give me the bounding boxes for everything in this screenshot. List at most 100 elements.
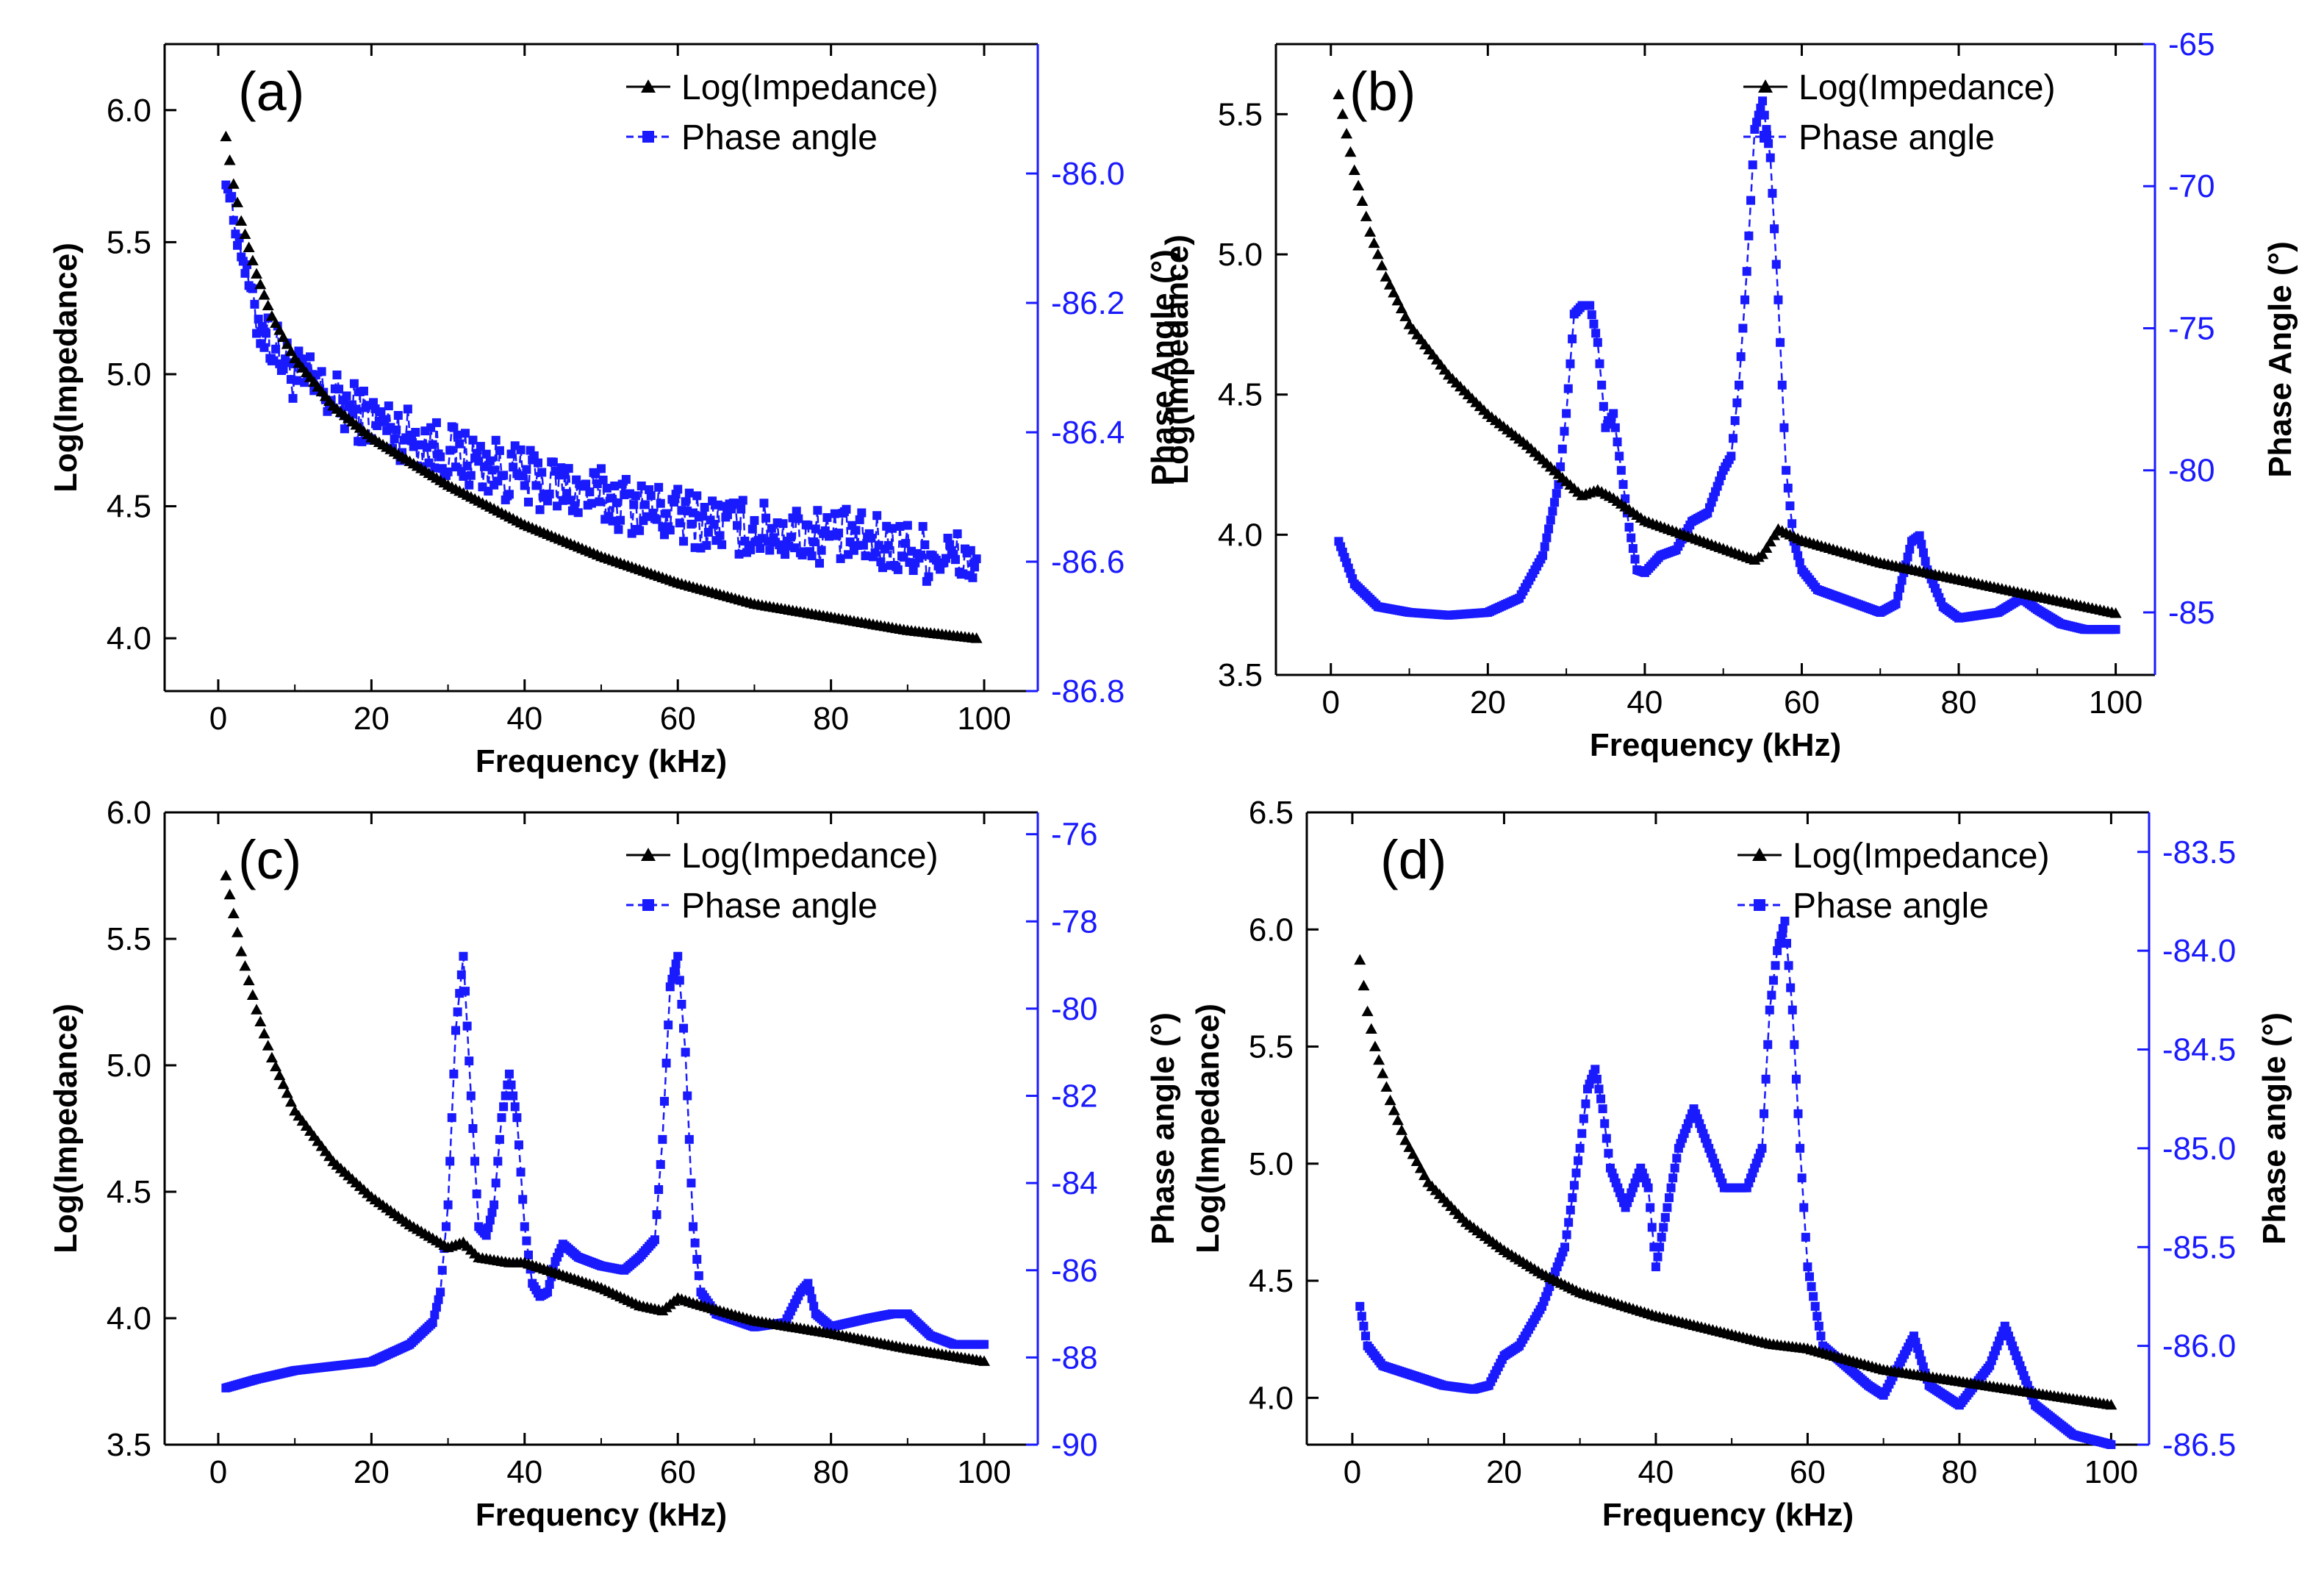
- impedance-point: [239, 228, 251, 240]
- x-tick-label: 60: [1784, 684, 1820, 720]
- phase-point: [1552, 489, 1561, 498]
- phase-point: [765, 546, 775, 555]
- phase-point: [543, 496, 553, 506]
- phase-point: [858, 540, 868, 550]
- phase-point: [803, 1279, 813, 1288]
- impedance-point: [270, 1060, 282, 1072]
- phase-point: [487, 1208, 497, 1217]
- phase-point: [1801, 1232, 1810, 1242]
- phase-point: [501, 1091, 510, 1101]
- phase-point: [1807, 1282, 1816, 1291]
- phase-point: [1744, 231, 1754, 240]
- phase-point: [658, 1134, 667, 1144]
- phase-point: [449, 423, 459, 432]
- phase-point: [1748, 160, 1757, 170]
- y-axis-title: Log(Impedance): [1159, 235, 1195, 484]
- y2-tick-label: -85.5: [2162, 1229, 2236, 1265]
- phase-point: [679, 537, 689, 546]
- phase-point: [1897, 576, 1907, 585]
- phase-point: [491, 1179, 501, 1188]
- phase-point: [545, 1280, 554, 1290]
- phase-point: [495, 446, 504, 455]
- x-tick-label: 0: [1322, 684, 1340, 720]
- phase-point: [1732, 398, 1742, 407]
- y2-tick-label: -86.6: [1051, 544, 1125, 580]
- impedance-point: [2105, 1398, 2117, 1410]
- phase-point: [437, 1265, 447, 1275]
- phase-point: [803, 521, 813, 530]
- impedance-point: [1764, 535, 1776, 547]
- phase-point: [867, 533, 876, 543]
- phase-point: [636, 481, 646, 490]
- phase-point: [656, 1159, 665, 1169]
- phase-point: [1538, 551, 1548, 560]
- phase-point: [1574, 1156, 1583, 1165]
- phase-point: [1540, 542, 1549, 551]
- phase-point: [1575, 1143, 1585, 1153]
- phase-point: [1571, 1168, 1581, 1178]
- phase-point: [393, 411, 403, 421]
- impedance-point: [1399, 1134, 1412, 1145]
- impedance-point: [1369, 1040, 1381, 1051]
- phase-point: [545, 489, 554, 498]
- phase-point: [1780, 916, 1790, 926]
- phase-point: [504, 1069, 514, 1079]
- impedance-series-markers: [1354, 954, 2117, 1410]
- phase-point: [453, 1007, 462, 1017]
- y2-tick-label: -76: [1051, 817, 1098, 853]
- phase-point: [1767, 990, 1776, 1000]
- phase-point: [1646, 1203, 1655, 1212]
- impedance-point: [246, 254, 259, 265]
- phase-point: [259, 343, 269, 352]
- phase-point: [443, 467, 453, 476]
- y2-tick-label: -75: [2168, 310, 2215, 346]
- phase-point: [1653, 1252, 1663, 1262]
- impedance-point: [1768, 529, 1781, 540]
- x-tick-label: 20: [354, 701, 390, 737]
- phase-point: [631, 491, 640, 501]
- impedance-point: [281, 338, 293, 349]
- phase-point: [786, 532, 795, 542]
- phase-point: [570, 501, 579, 510]
- phase-point: [809, 1301, 819, 1311]
- phase-point: [845, 537, 855, 547]
- phase-point: [1568, 1193, 1577, 1203]
- legend-phase-label: Phase angle: [1798, 118, 1995, 157]
- x-tick-label: 60: [660, 1454, 696, 1490]
- phase-point: [681, 1048, 690, 1057]
- legend-phase-label: Phase angle: [681, 118, 878, 157]
- x-tick-label: 100: [2084, 1454, 2138, 1490]
- y2-tick-label: -86.0: [1051, 156, 1125, 192]
- phase-point: [1809, 1292, 1818, 1301]
- phase-point: [610, 481, 620, 490]
- phase-point: [778, 519, 788, 529]
- impedance-point: [277, 331, 290, 343]
- impedance-point: [1371, 248, 1384, 260]
- phase-point: [481, 449, 491, 459]
- phase-point: [1776, 337, 1785, 347]
- phase-point: [434, 1295, 443, 1304]
- phase-point: [842, 504, 851, 514]
- phase-point: [614, 525, 623, 534]
- phase-point: [673, 484, 683, 494]
- phase-point: [292, 376, 301, 385]
- phase-point: [652, 515, 661, 524]
- phase-point: [1771, 260, 1781, 269]
- phase-point: [1566, 1205, 1575, 1215]
- impedance-point: [273, 1069, 286, 1081]
- y-tick-label: 5.5: [107, 921, 151, 957]
- phase-point: [428, 440, 437, 449]
- panel-label: (c): [238, 829, 301, 890]
- phase-point: [1563, 384, 1573, 393]
- phase-series-markers: [221, 180, 981, 586]
- phase-point: [1569, 1181, 1579, 1190]
- impedance-point: [1419, 1169, 1431, 1181]
- phase-point: [1773, 946, 1782, 956]
- phase-point: [1600, 1119, 1610, 1129]
- phase-point: [522, 1236, 531, 1245]
- phase-point: [1810, 1301, 1820, 1311]
- phase-point: [1784, 961, 1793, 970]
- y-tick-label: 4.0: [1249, 1380, 1294, 1416]
- phase-point: [1760, 110, 1769, 120]
